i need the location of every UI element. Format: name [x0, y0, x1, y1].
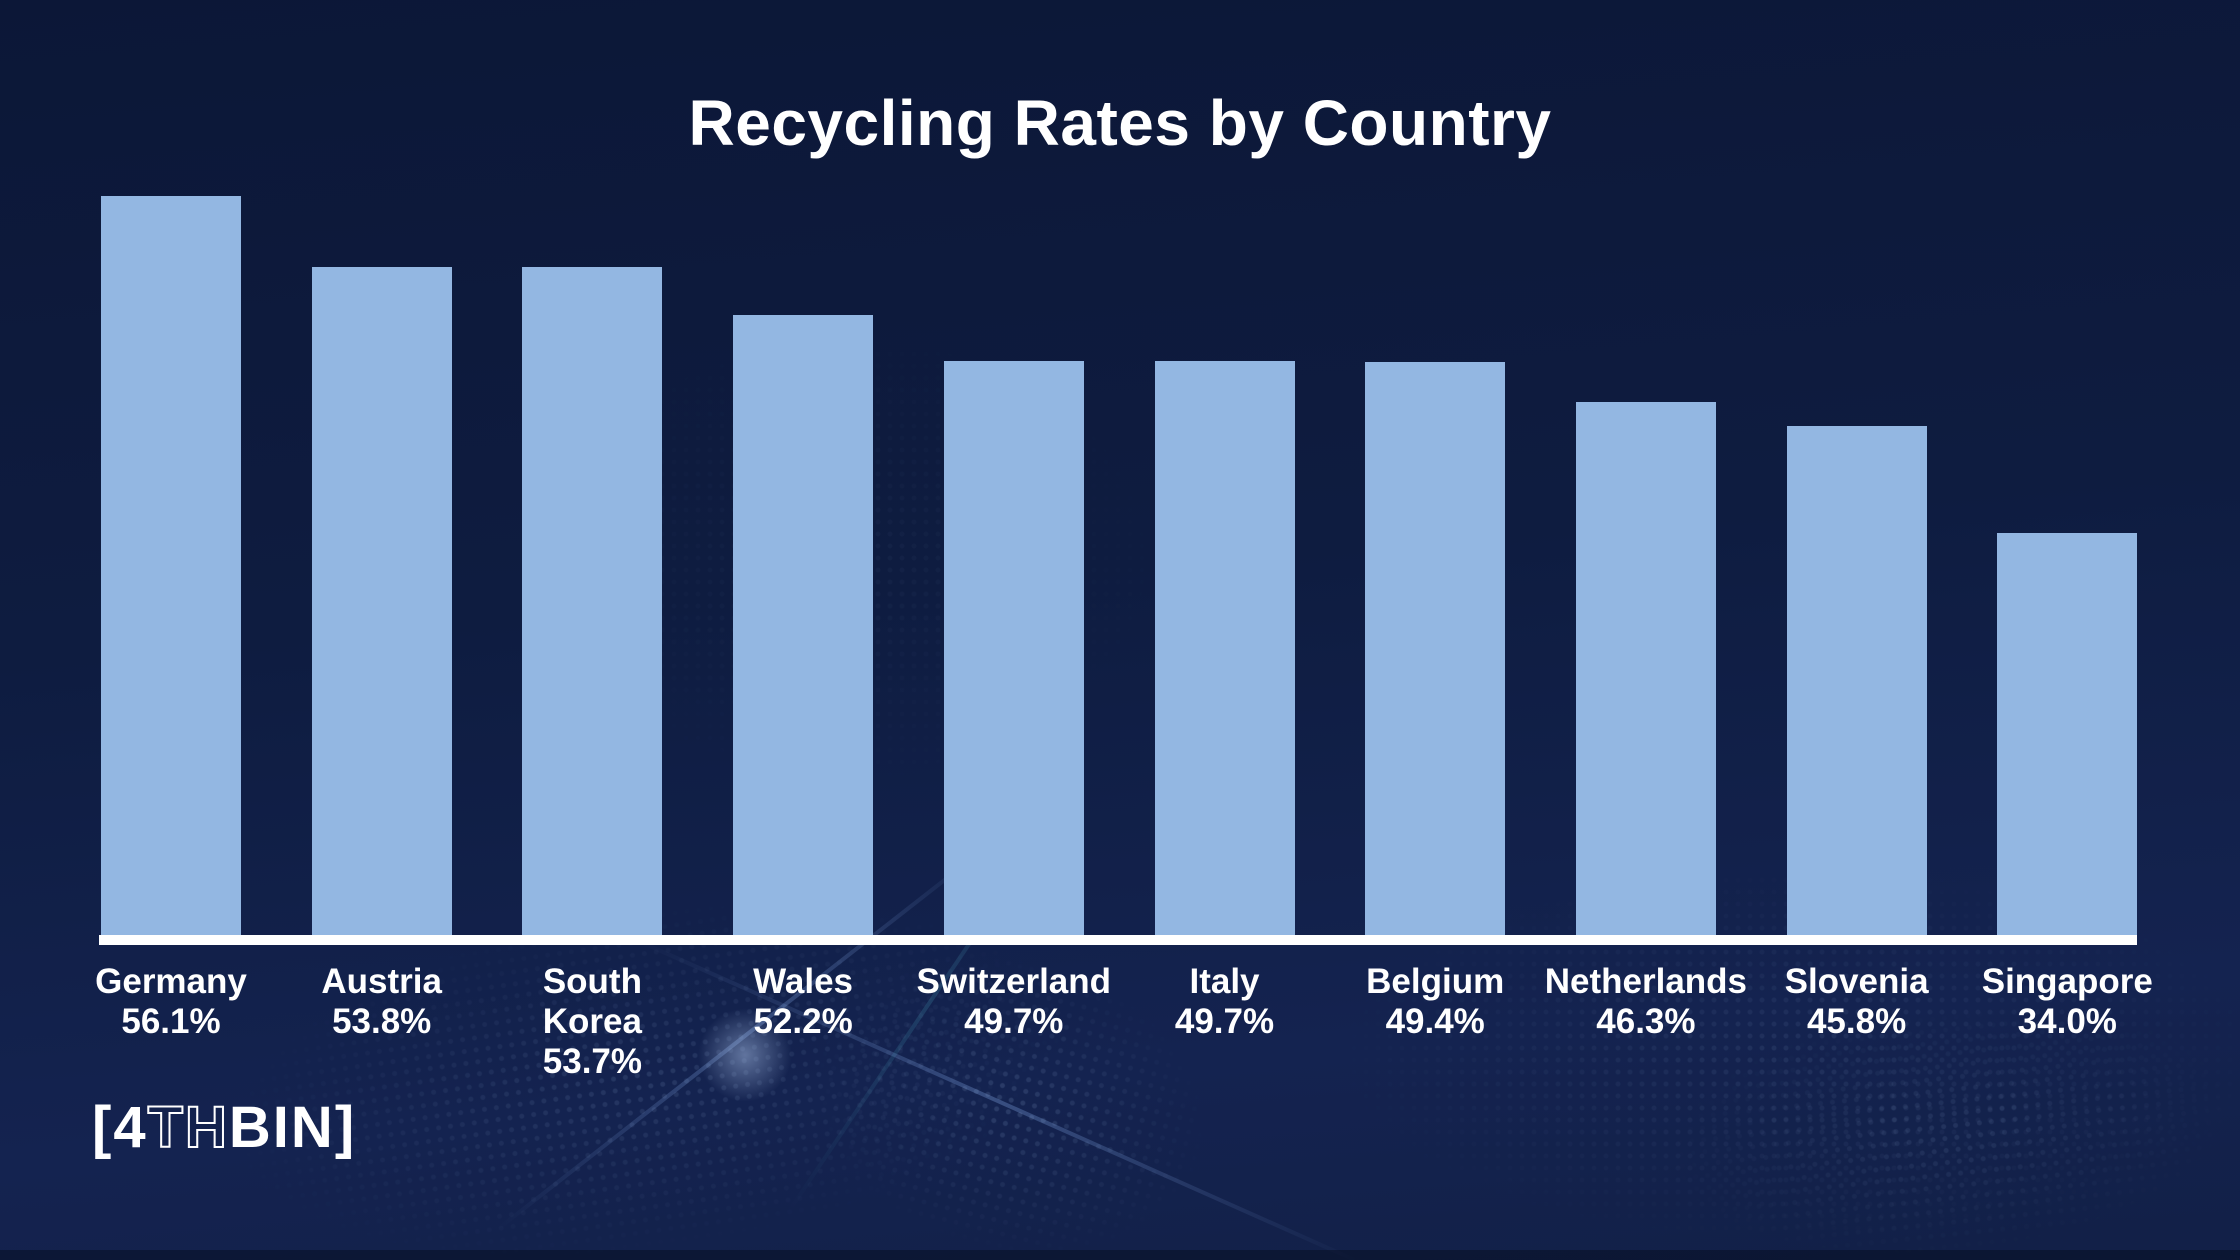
label-germany: Germany 56.1% — [65, 962, 277, 1042]
country-value: 52.2% — [753, 1001, 853, 1041]
country-name: Slovenia — [1784, 962, 1929, 1001]
bar-netherlands — [1575, 402, 1716, 935]
country-name: Germany — [95, 962, 247, 1001]
logo-close-bracket: ] — [334, 1095, 357, 1160]
chart-title: Recycling Rates by Country — [688, 87, 1552, 159]
country-value: 46.3% — [1596, 1001, 1696, 1041]
country-name: South Korea — [542, 962, 642, 1041]
logo-4thbin: [4THBIN] — [92, 1094, 356, 1161]
label-wales: Wales 52.2% — [697, 962, 909, 1042]
bar-slovenia — [1786, 426, 1927, 935]
country-name: Singapore — [1981, 962, 2153, 1001]
country-name: Belgium — [1366, 962, 1505, 1001]
label-singapore: Singapore 34.0% — [1961, 962, 2173, 1042]
logo-outline-text: TH — [147, 1094, 229, 1161]
x-axis-line — [99, 935, 2137, 945]
label-belgium: Belgium 49.4% — [1329, 962, 1541, 1042]
label-switzerland: Switzerland 49.7% — [908, 962, 1120, 1042]
bar-belgium — [1365, 362, 1506, 935]
bar-italy — [1154, 361, 1295, 935]
label-netherlands: Netherlands 46.3% — [1540, 962, 1752, 1042]
bar-switzerland — [943, 361, 1084, 935]
country-name: Italy — [1189, 962, 1260, 1001]
logo-open-bracket: [ — [92, 1095, 114, 1160]
country-name: Wales — [753, 962, 854, 1001]
bottom-edge-shade — [0, 1250, 2240, 1260]
label-south-korea: South Korea 53.7% — [486, 962, 698, 1082]
country-name: Switzerland — [916, 962, 1112, 1001]
label-italy: Italy 49.7% — [1119, 962, 1331, 1042]
bar-wales — [733, 315, 874, 935]
country-value: 49.7% — [964, 1001, 1064, 1041]
country-value: 53.7% — [542, 1041, 643, 1081]
light-glow — [690, 1000, 800, 1110]
country-value: 49.4% — [1385, 1001, 1485, 1041]
bar-austria — [311, 267, 452, 935]
country-name: Netherlands — [1544, 962, 1748, 1001]
label-slovenia: Slovenia 45.8% — [1751, 962, 1963, 1042]
logo-bold-text: BIN — [228, 1095, 335, 1160]
country-value: 56.1% — [121, 1001, 221, 1041]
label-austria: Austria 53.8% — [276, 962, 488, 1042]
country-value: 34.0% — [2017, 1001, 2117, 1041]
logo-numeral: 4 — [113, 1095, 148, 1160]
bar-singapore — [1997, 533, 2138, 935]
country-name: Austria — [321, 962, 442, 1001]
bar-germany — [101, 196, 241, 935]
country-value: 45.8% — [1806, 1001, 1907, 1041]
country-value: 53.8% — [332, 1001, 432, 1041]
bar-south-korea — [522, 267, 663, 935]
country-value: 49.7% — [1174, 1001, 1275, 1041]
